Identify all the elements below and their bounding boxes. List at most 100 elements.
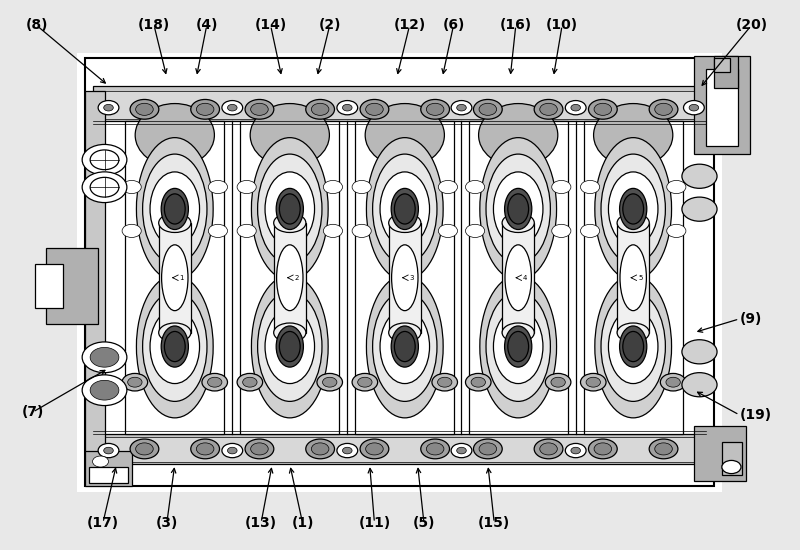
Circle shape [552,180,571,194]
Circle shape [190,100,219,119]
Circle shape [581,224,600,238]
Circle shape [337,101,358,115]
Bar [469,122,568,434]
Circle shape [227,104,237,111]
Circle shape [366,443,383,455]
Ellipse shape [158,213,191,233]
Ellipse shape [150,310,199,383]
Ellipse shape [601,154,666,264]
Circle shape [534,100,563,119]
Circle shape [136,103,154,116]
Ellipse shape [594,103,673,167]
Bar [714,56,738,89]
Circle shape [104,447,114,454]
Ellipse shape [505,188,532,229]
Ellipse shape [391,245,418,311]
Bar [35,264,63,308]
Circle shape [540,443,558,455]
Circle shape [683,101,704,115]
Ellipse shape [394,194,415,224]
Ellipse shape [164,194,185,224]
Circle shape [566,443,586,458]
Circle shape [237,224,256,238]
Text: 4: 4 [523,275,527,280]
Ellipse shape [502,323,534,342]
Circle shape [104,104,114,111]
Circle shape [237,180,256,194]
Ellipse shape [258,292,322,402]
Circle shape [471,377,486,387]
Circle shape [421,100,450,119]
Bar [158,223,191,333]
Text: 1: 1 [180,275,184,280]
Circle shape [474,439,502,459]
Circle shape [438,224,458,238]
Ellipse shape [164,332,185,362]
Bar [97,437,694,461]
Ellipse shape [619,326,647,367]
Ellipse shape [609,310,658,383]
Bar [584,122,682,434]
Ellipse shape [494,310,543,383]
Ellipse shape [486,292,550,402]
Ellipse shape [617,213,650,233]
Ellipse shape [142,154,207,264]
Ellipse shape [494,172,543,246]
Ellipse shape [251,138,328,280]
Ellipse shape [137,138,213,280]
Circle shape [466,224,485,238]
Ellipse shape [505,245,531,311]
Ellipse shape [391,326,418,367]
Circle shape [581,180,600,194]
Ellipse shape [277,245,303,311]
Bar [706,69,738,146]
Ellipse shape [135,103,214,167]
Circle shape [82,172,127,202]
Circle shape [90,177,119,197]
Circle shape [366,103,383,116]
Ellipse shape [508,194,529,224]
Circle shape [337,443,358,458]
Text: (6): (6) [442,18,465,32]
Bar [722,442,742,475]
Circle shape [202,373,227,391]
Circle shape [689,104,698,111]
Circle shape [360,439,389,459]
Ellipse shape [619,188,647,229]
Circle shape [93,456,109,467]
Circle shape [82,342,127,373]
Text: 2: 2 [294,275,299,280]
Ellipse shape [366,275,443,418]
Circle shape [250,443,268,455]
Ellipse shape [161,188,189,229]
Ellipse shape [391,188,418,229]
Bar [389,223,421,333]
Circle shape [466,373,491,391]
Text: (7): (7) [22,405,44,419]
Circle shape [245,100,274,119]
Ellipse shape [609,172,658,246]
Circle shape [306,100,334,119]
Ellipse shape [279,194,300,224]
Ellipse shape [394,332,415,362]
Ellipse shape [365,103,445,167]
Text: (2): (2) [318,18,341,32]
Ellipse shape [505,326,532,367]
Circle shape [122,224,142,238]
Circle shape [438,180,458,194]
Ellipse shape [142,292,207,402]
Circle shape [457,447,466,454]
Ellipse shape [389,323,421,342]
Circle shape [682,164,717,188]
Circle shape [589,439,618,459]
Circle shape [352,373,378,391]
Circle shape [323,180,342,194]
Ellipse shape [480,138,557,280]
Circle shape [227,447,237,454]
Circle shape [208,180,227,194]
Ellipse shape [595,275,671,418]
Ellipse shape [279,332,300,362]
Ellipse shape [373,292,437,402]
Circle shape [322,377,337,387]
Circle shape [682,340,717,364]
